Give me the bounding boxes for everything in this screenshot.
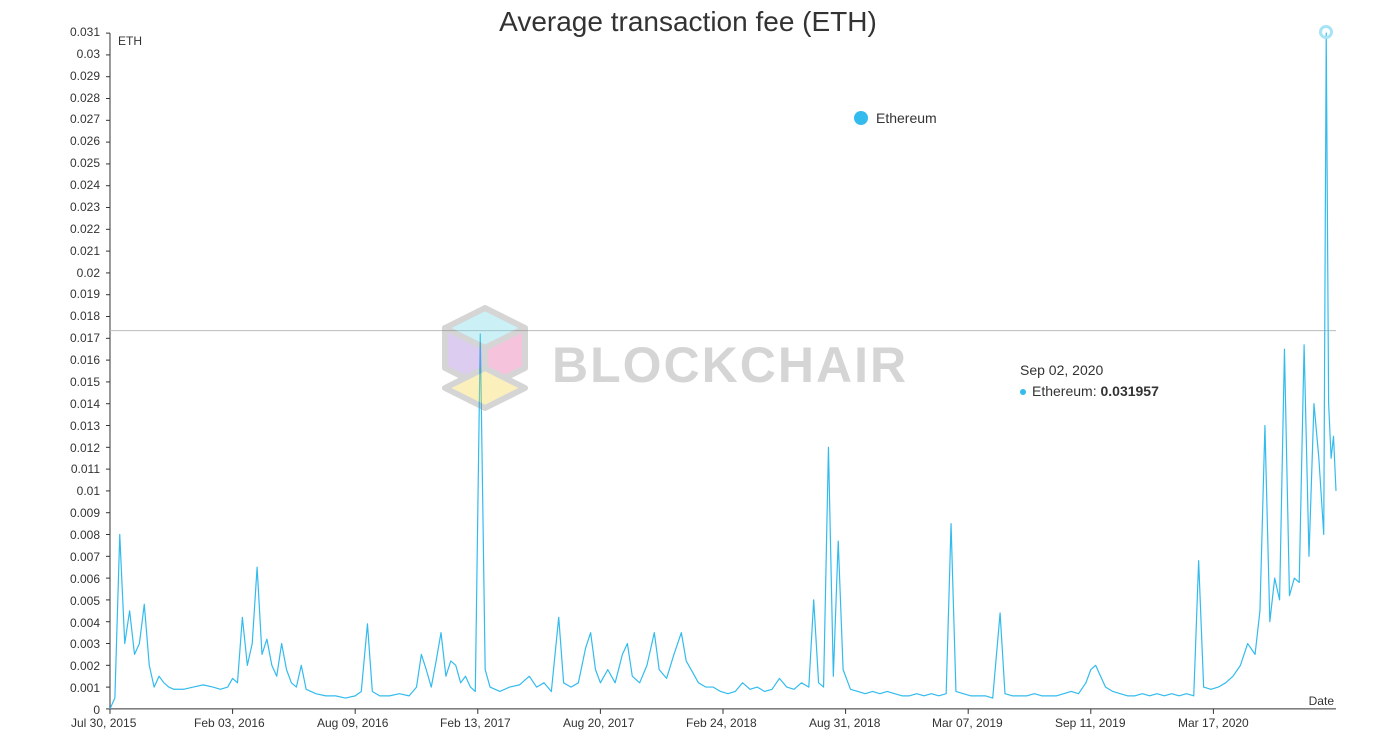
y-tick-label: 0.028 — [60, 91, 100, 105]
legend[interactable]: Ethereum — [854, 110, 937, 126]
y-tick-label: 0.017 — [60, 331, 100, 345]
y-tick-label: 0.029 — [60, 69, 100, 83]
y-tick-label: 0.024 — [60, 178, 100, 192]
watermark-logo-icon — [430, 300, 540, 430]
x-tick-label: Feb 13, 2017 — [440, 716, 511, 730]
y-tick-label: 0.016 — [60, 353, 100, 367]
y-tick-label: 0.008 — [60, 528, 100, 542]
watermark: BLOCKCHAIR — [430, 300, 908, 430]
x-tick-label: Feb 24, 2018 — [686, 716, 757, 730]
x-tick-label: Sep 11, 2019 — [1055, 716, 1126, 730]
tooltip-series-label: Ethereum: 0.031957 — [1032, 381, 1159, 402]
y-tick-label: 0.001 — [60, 681, 100, 695]
y-tick-label: 0.022 — [60, 222, 100, 236]
y-tick-label: 0.009 — [60, 506, 100, 520]
y-tick-label: 0.021 — [60, 244, 100, 258]
watermark-text: BLOCKCHAIR — [552, 336, 908, 394]
tooltip: Sep 02, 2020 Ethereum: 0.031957 — [1020, 360, 1159, 402]
tooltip-date: Sep 02, 2020 — [1020, 360, 1159, 381]
y-tick-label: 0.023 — [60, 200, 100, 214]
x-tick-label: Jul 30, 2015 — [71, 716, 136, 730]
tooltip-dot-icon — [1020, 389, 1026, 395]
y-tick-label: 0.02 — [60, 266, 100, 280]
y-tick-label: 0.011 — [60, 462, 100, 476]
hover-marker-icon — [1319, 25, 1333, 39]
x-tick-label: Feb 03, 2016 — [194, 716, 265, 730]
y-tick-label: 0.015 — [60, 375, 100, 389]
y-tick-label: 0.003 — [60, 637, 100, 651]
legend-label: Ethereum — [876, 110, 937, 126]
legend-dot-icon — [854, 111, 868, 125]
y-tick-label: 0.027 — [60, 112, 100, 126]
y-tick-label: 0.007 — [60, 550, 100, 564]
y-tick-label: 0.014 — [60, 397, 100, 411]
x-tick-label: Aug 20, 2017 — [563, 716, 634, 730]
y-tick-label: 0.03 — [60, 47, 100, 61]
y-tick-label: 0.004 — [60, 616, 100, 630]
y-tick-label: 0.005 — [60, 594, 100, 608]
chart-container: Average transaction fee (ETH) ETH Date 0… — [0, 0, 1376, 753]
y-tick-label: 0.031 — [60, 25, 100, 39]
y-tick-label: 0.012 — [60, 441, 100, 455]
y-tick-label: 0.026 — [60, 134, 100, 148]
y-tick-label: 0.002 — [60, 659, 100, 673]
x-tick-label: Aug 31, 2018 — [809, 716, 880, 730]
y-tick-label: 0.013 — [60, 419, 100, 433]
y-tick-label: 0 — [60, 703, 100, 717]
y-tick-label: 0.019 — [60, 287, 100, 301]
x-tick-label: Mar 17, 2020 — [1178, 716, 1249, 730]
x-tick-label: Aug 09, 2016 — [317, 716, 388, 730]
y-tick-label: 0.025 — [60, 156, 100, 170]
y-tick-label: 0.01 — [60, 484, 100, 498]
x-tick-label: Mar 07, 2019 — [932, 716, 1003, 730]
y-tick-label: 0.018 — [60, 309, 100, 323]
y-tick-label: 0.006 — [60, 572, 100, 586]
